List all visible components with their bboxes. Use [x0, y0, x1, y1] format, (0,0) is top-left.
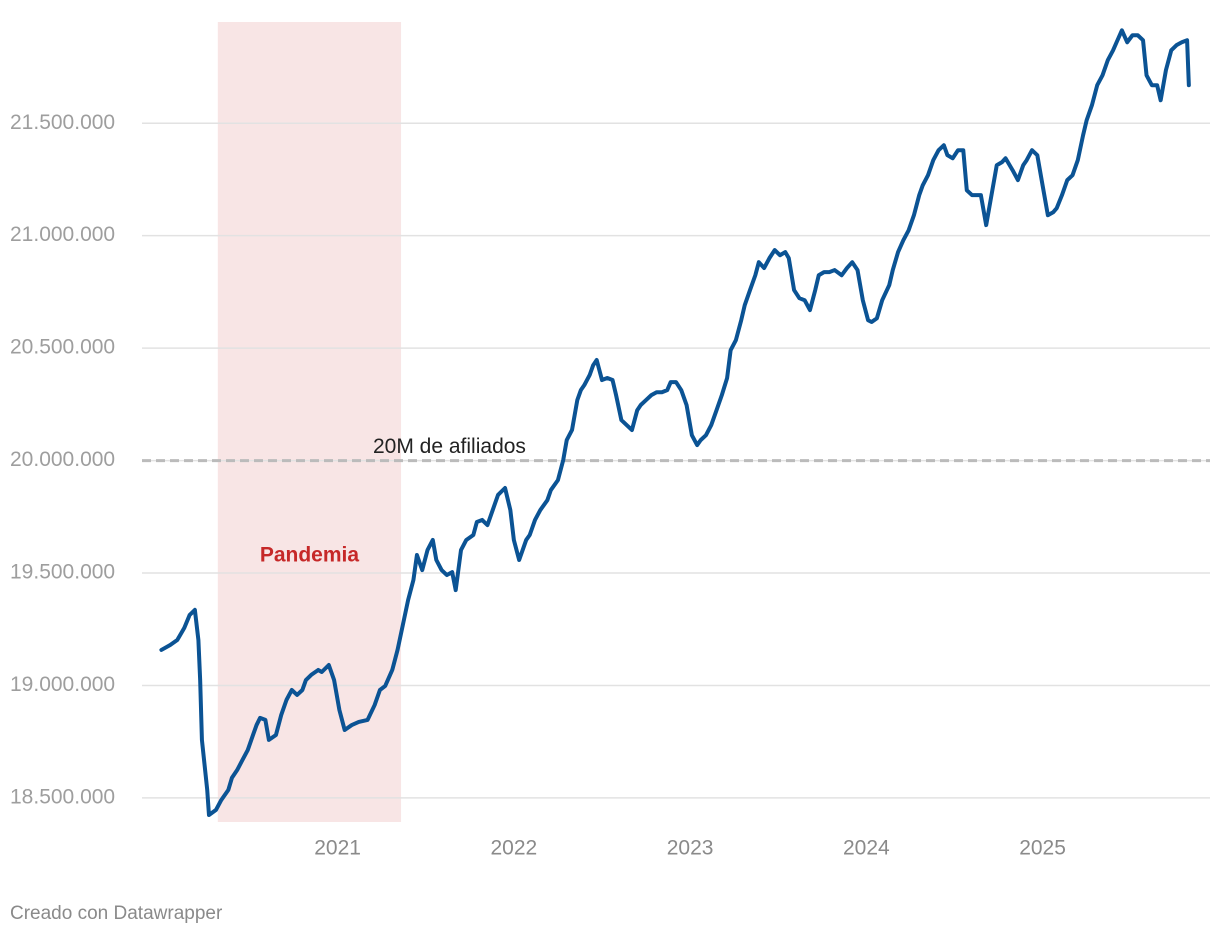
highlight-label: Pandemia	[260, 544, 360, 567]
x-tick-label: 2021	[314, 837, 361, 860]
y-tick-label: 21.500.000	[10, 111, 115, 134]
y-tick-label: 19.000.000	[10, 673, 115, 696]
x-tick-label: 2024	[843, 837, 890, 860]
y-tick-label: 20.500.000	[10, 336, 115, 359]
x-tick-label: 2023	[667, 837, 714, 860]
source-note: Creado con Datawrapper	[10, 903, 223, 924]
highlight-band	[217, 22, 402, 822]
y-tick-label: 19.500.000	[10, 561, 115, 584]
x-tick-label: 2022	[491, 837, 538, 860]
data-line	[159, 28, 1191, 818]
y-tick-label: 18.500.000	[10, 785, 115, 808]
reference-label: 20M de afiliados	[373, 435, 526, 458]
x-tick-label: 2025	[1019, 837, 1066, 860]
y-tick-label: 21.000.000	[10, 223, 115, 246]
y-tick-label: 20.000.000	[10, 448, 115, 471]
